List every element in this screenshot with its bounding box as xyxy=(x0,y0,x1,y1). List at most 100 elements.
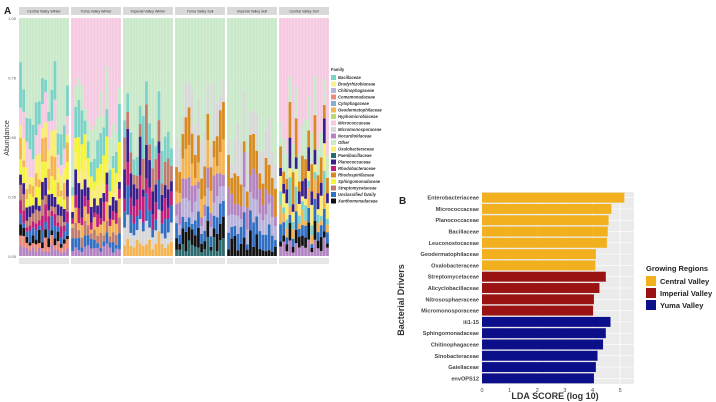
legend-swatch xyxy=(331,107,336,113)
bar-segment xyxy=(53,99,57,130)
bar-segment xyxy=(245,249,249,256)
bar-segment xyxy=(203,196,207,205)
bar-segment xyxy=(59,215,63,227)
bar-segment xyxy=(203,241,207,250)
bar-segment xyxy=(123,245,126,256)
bar-segment xyxy=(108,236,112,243)
bar-segment xyxy=(19,62,22,108)
bar-segment xyxy=(316,209,320,215)
legend-swatch xyxy=(331,120,336,126)
bar-segment xyxy=(80,225,84,238)
bar-segment xyxy=(227,215,230,233)
bar-segment xyxy=(322,208,326,232)
bar-segment xyxy=(62,243,66,252)
facet-label: Imperial Valley Soil xyxy=(237,10,267,14)
bar-segment xyxy=(245,244,249,250)
bar-segment xyxy=(258,213,262,232)
bar-segment xyxy=(215,217,219,234)
bar-segment xyxy=(264,214,268,235)
bar-segment xyxy=(301,181,304,197)
bar-segment xyxy=(252,18,255,111)
bar-segment xyxy=(319,250,323,256)
bar-segment xyxy=(261,18,265,151)
bar-segment xyxy=(166,232,170,245)
bar-segment xyxy=(56,167,60,183)
bar-segment xyxy=(184,222,188,232)
bar-segment xyxy=(66,248,69,256)
bar-segment xyxy=(145,193,148,221)
bar-segment xyxy=(291,252,295,256)
legend-swatch xyxy=(331,192,336,197)
bar-segment xyxy=(236,215,240,234)
bar-segment xyxy=(111,219,115,233)
bar-segment xyxy=(59,174,63,191)
bar-segment xyxy=(206,83,210,114)
bar-segment xyxy=(181,228,185,245)
legend-entry: Paenibacillaceae xyxy=(338,153,372,158)
legend-swatch xyxy=(646,300,656,310)
bar-segment xyxy=(206,18,210,84)
bar-segment xyxy=(83,159,87,180)
bar-segment xyxy=(316,223,320,233)
bar-segment xyxy=(135,18,139,157)
bar-segment xyxy=(129,18,133,133)
bar-segment xyxy=(291,18,295,144)
bar-segment xyxy=(227,18,230,140)
category-label: Alicyclobacillaceae xyxy=(428,286,479,292)
bar-segment xyxy=(209,167,213,191)
bar-segment xyxy=(28,18,32,119)
lda-bar xyxy=(482,316,611,327)
bar-segment xyxy=(50,206,54,212)
bar-segment xyxy=(114,248,118,256)
bar-segment xyxy=(222,101,225,140)
bar-segment xyxy=(19,245,22,256)
bar-segment xyxy=(141,222,145,232)
bar-segment xyxy=(111,123,115,156)
bar-segment xyxy=(157,120,161,142)
bar-segment xyxy=(203,204,207,216)
bar-segment xyxy=(22,210,26,224)
bar-segment xyxy=(22,160,26,167)
bar-segment xyxy=(239,206,243,219)
bar-segment xyxy=(62,167,66,183)
bar-segment xyxy=(200,233,203,244)
bar-segment xyxy=(135,239,139,256)
bar-segment xyxy=(304,159,307,179)
bar-segment xyxy=(53,157,57,180)
bar-segment xyxy=(184,179,188,199)
bar-segment xyxy=(126,93,130,113)
bar-segment xyxy=(285,153,289,179)
bar-segment xyxy=(53,179,57,197)
bar-segment xyxy=(102,115,106,128)
bar-segment xyxy=(102,201,106,222)
bar-segment xyxy=(255,174,259,200)
bar-segment xyxy=(282,193,286,208)
bar-segment xyxy=(148,227,151,240)
bar-segment xyxy=(227,249,230,256)
bar-segment xyxy=(25,167,29,189)
bar-segment xyxy=(310,18,314,133)
bar-segment xyxy=(294,243,298,256)
bar-segment xyxy=(56,18,60,134)
bar-segment xyxy=(175,18,178,139)
bar-segment xyxy=(77,223,81,231)
legend-entry: Sphingomonadaceae xyxy=(338,179,381,184)
bar-segment xyxy=(282,171,286,184)
legend-entry: Micromonosporaceae xyxy=(338,127,382,132)
bar-segment xyxy=(148,144,151,161)
bar-segment xyxy=(66,211,69,223)
bar-segment xyxy=(114,223,118,236)
bar-segment xyxy=(190,185,194,213)
legend-swatch xyxy=(331,172,336,178)
legend-entry: Planococcaceae xyxy=(338,160,371,165)
bar-segment xyxy=(34,173,38,187)
bar-segment xyxy=(297,181,301,192)
bar-segment xyxy=(285,251,289,256)
bar-segment xyxy=(215,196,219,218)
facet-label: Yuma Valley Soil xyxy=(187,10,214,14)
bar-segment xyxy=(66,134,69,143)
bar-segment xyxy=(96,205,99,214)
bar-segment xyxy=(170,18,173,149)
bar-segment xyxy=(288,240,292,256)
bar-segment xyxy=(297,215,301,224)
